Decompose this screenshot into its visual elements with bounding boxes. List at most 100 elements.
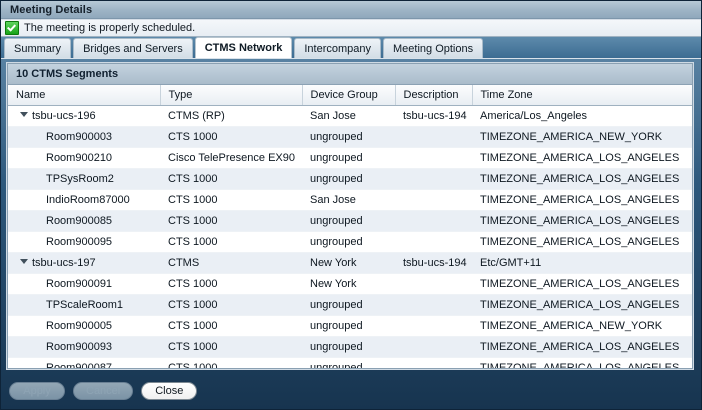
- cell-type: CTS 1000: [160, 189, 302, 211]
- table-row[interactable]: Room900091 CTS 1000 New York TIMEZONE_AMERI…: [8, 273, 692, 295]
- segments-table-scroll[interactable]: Name Type Device Group Description Time Zone…: [8, 85, 692, 368]
- cell-description: [395, 231, 472, 253]
- row-name-label: Room900210: [46, 151, 113, 164]
- column-header-description[interactable]: Description: [395, 85, 473, 106]
- cell-time-zone: TIMEZONE_AMERICA_LOS_ANGELES: [472, 189, 692, 211]
- row-name-label: tsbu-ucs-196: [32, 109, 96, 122]
- tab-bridges-and-servers[interactable]: Bridges and Servers: [73, 38, 193, 58]
- cell-description: [395, 273, 472, 295]
- cell-name: tsbu-ucs-197: [8, 252, 160, 274]
- cell-time-zone: Etc/GMT+11: [472, 252, 692, 274]
- row-name-label: Room900087: [46, 361, 113, 369]
- cell-time-zone: TIMEZONE_AMERICA_LOS_ANGELES: [472, 147, 692, 169]
- cell-type: CTMS (RP): [160, 105, 302, 127]
- row-name-label: tsbu-ucs-197: [32, 256, 96, 269]
- cell-device-group: ungrouped: [302, 294, 395, 316]
- table-row[interactable]: Room900210 Cisco TelePresence EX90 ungroup…: [8, 147, 692, 169]
- cell-device-group: New York: [302, 273, 395, 295]
- tab-intercompany[interactable]: Intercompany: [294, 38, 382, 58]
- table-row[interactable]: TPScaleRoom1 CTS 1000 ungrouped TIMEZONE_AM…: [8, 294, 692, 316]
- row-name-label: Room900005: [46, 319, 113, 332]
- column-header-type[interactable]: Type: [160, 85, 303, 106]
- table-row[interactable]: Room900095 CTS 1000 ungrouped TIMEZONE_AMER…: [8, 231, 692, 253]
- table-row[interactable]: Room900087 CTS 1000 ungrouped TIMEZONE_AMER…: [8, 357, 692, 368]
- row-name-label: TPScaleRoom1: [46, 298, 124, 311]
- tab-summary[interactable]: Summary: [4, 38, 72, 58]
- row-name-label: TPSysRoom2: [46, 172, 114, 185]
- row-name-label: Room900091: [46, 277, 113, 290]
- cell-type: CTS 1000: [160, 357, 302, 368]
- cell-type: CTS 1000: [160, 336, 302, 358]
- cell-description: tsbu-ucs-194: [395, 252, 472, 274]
- table-row[interactable]: Room900093 CTS 1000 ungrouped TIMEZONE_AMER…: [8, 336, 692, 358]
- cell-name: Room900210: [8, 147, 160, 169]
- table-row[interactable]: tsbu-ucs-196 CTMS (RP) San Jose tsbu-ucs-19…: [8, 105, 692, 127]
- cell-time-zone: TIMEZONE_AMERICA_NEW_YORK: [472, 315, 692, 337]
- cell-description: [395, 168, 472, 190]
- cell-time-zone: TIMEZONE_AMERICA_LOS_ANGELES: [472, 210, 692, 232]
- table-row[interactable]: Room900003 CTS 1000 ungrouped TIMEZONE_AMER…: [8, 126, 692, 148]
- cell-time-zone: TIMEZONE_AMERICA_LOS_ANGELES: [472, 294, 692, 316]
- cell-description: [395, 189, 472, 211]
- cell-name: tsbu-ucs-196: [8, 105, 160, 127]
- cell-device-group: ungrouped: [302, 336, 395, 358]
- panel-title: 10 CTMS Segments: [8, 64, 692, 85]
- expand-collapse-triangle-icon[interactable]: [20, 112, 28, 118]
- table-row[interactable]: TPSysRoom2 CTS 1000 ungrouped TIMEZONE_AMER…: [8, 168, 692, 190]
- cell-device-group: ungrouped: [302, 210, 395, 232]
- tab-content-ctms-network: 10 CTMS Segments Name Type Device Group Des…: [1, 59, 701, 373]
- window-title: Meeting Details: [10, 3, 93, 16]
- table-row[interactable]: Room900005 CTS 1000 ungrouped TIMEZONE_AMER…: [8, 315, 692, 337]
- cell-description: [395, 294, 472, 316]
- cell-device-group: ungrouped: [302, 168, 395, 190]
- expand-collapse-triangle-icon[interactable]: [20, 259, 28, 265]
- cell-type: CTS 1000: [160, 126, 302, 148]
- table-row[interactable]: tsbu-ucs-197 CTMS New York tsbu-ucs-194 Etc/…: [8, 252, 692, 274]
- cell-time-zone: TIMEZONE_AMERICA_NEW_YORK: [472, 126, 692, 148]
- column-header-name[interactable]: Name: [8, 85, 161, 106]
- cell-type: CTS 1000: [160, 210, 302, 232]
- cell-device-group: San Jose: [302, 105, 395, 127]
- cell-description: [395, 210, 472, 232]
- cell-device-group: ungrouped: [302, 126, 395, 148]
- cell-name: Room900091: [8, 273, 160, 295]
- row-name-label: Room900003: [46, 130, 113, 143]
- cell-name: Room900005: [8, 315, 160, 337]
- cell-time-zone: TIMEZONE_AMERICA_LOS_ANGELES: [472, 357, 692, 368]
- cell-device-group: ungrouped: [302, 231, 395, 253]
- table-row[interactable]: IndioRoom87000 CTS 1000 San Jose TIMEZONE_A…: [8, 189, 692, 211]
- table-header-row: Name Type Device Group Description Time Zone: [8, 85, 692, 106]
- row-name-label: Room900093: [46, 340, 113, 353]
- cell-name: Room900093: [8, 336, 160, 358]
- cell-type: CTS 1000: [160, 294, 302, 316]
- cell-description: [395, 315, 472, 337]
- ctms-segments-panel: 10 CTMS Segments Name Type Device Group Des…: [7, 63, 693, 369]
- cell-type: Cisco TelePresence EX90: [160, 147, 302, 169]
- row-name-label: IndioRoom87000: [46, 193, 130, 206]
- cell-time-zone: America/Los_Angeles: [472, 105, 692, 127]
- close-button[interactable]: Close: [141, 382, 198, 400]
- cell-type: CTMS: [160, 252, 302, 274]
- cell-time-zone: TIMEZONE_AMERICA_LOS_ANGELES: [472, 231, 692, 253]
- cell-type: CTS 1000: [160, 273, 302, 295]
- cell-device-group: ungrouped: [302, 147, 395, 169]
- cell-name: TPScaleRoom1: [8, 294, 160, 316]
- cell-description: [395, 357, 472, 368]
- table-row[interactable]: Room900085 CTS 1000 ungrouped TIMEZONE_AMER…: [8, 210, 692, 232]
- cell-device-group: ungrouped: [302, 315, 395, 337]
- status-bar: The meeting is properly scheduled.: [1, 19, 701, 37]
- tab-meeting-options[interactable]: Meeting Options: [383, 38, 484, 58]
- cell-device-group: ungrouped: [302, 357, 395, 368]
- cell-description: [395, 336, 472, 358]
- cancel-button: Cancel: [73, 382, 134, 400]
- column-header-device-group[interactable]: Device Group: [302, 85, 396, 106]
- cell-device-group: San Jose: [302, 189, 395, 211]
- column-header-time-zone[interactable]: Time Zone: [472, 85, 692, 106]
- cell-description: [395, 126, 472, 148]
- cell-name: Room900087: [8, 357, 160, 368]
- green-check-icon: [5, 21, 19, 35]
- cell-type: CTS 1000: [160, 231, 302, 253]
- tab-ctms-network[interactable]: CTMS Network: [194, 37, 293, 58]
- cell-name: IndioRoom87000: [8, 189, 160, 211]
